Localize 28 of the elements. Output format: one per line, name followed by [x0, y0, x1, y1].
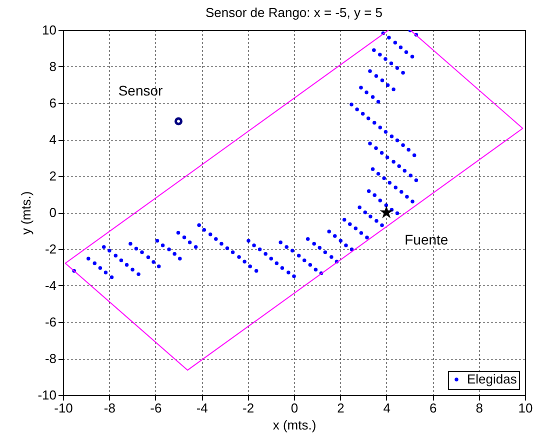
y-tick-label: 2: [49, 168, 56, 184]
y-tick-label: -8: [44, 351, 56, 366]
y-tick-label: -6: [44, 314, 56, 330]
y-tick-label: 8: [49, 59, 56, 74]
annotation: Sensor: [118, 82, 164, 98]
x-tick-label: 6: [429, 400, 437, 416]
y-tick-label: 4: [49, 132, 56, 147]
y-axis-title: y (mts.): [18, 191, 34, 235]
x-tick-label: -4: [196, 400, 208, 416]
line-series: [64, 30, 524, 371]
x-tick-label: 8: [476, 400, 483, 416]
x-axis-title: x (mts.): [272, 418, 316, 432]
x-tick-label: -8: [104, 400, 116, 416]
x-tick-label: 4: [383, 400, 391, 416]
x-tick-label: -2: [242, 400, 254, 416]
y-tick-label: 6: [49, 96, 56, 110]
y-tick-label: 10: [42, 22, 56, 38]
chart-title: Sensor de Rango: x = -5, y = 5: [205, 5, 383, 20]
x-tick-label: -6: [150, 400, 162, 416]
y-tick-label: 0: [49, 205, 56, 220]
x-tick-label: 10: [518, 400, 533, 416]
legend-label: Elegidas: [467, 372, 518, 386]
y-tick-label: -4: [44, 278, 56, 293]
x-tick-label: 2: [337, 400, 344, 416]
annotation: Fuente: [404, 232, 448, 248]
y-tick-label: -10: [38, 388, 56, 402]
y-tick-label: -2: [44, 242, 56, 256]
x-tick-label: 0: [290, 400, 298, 416]
